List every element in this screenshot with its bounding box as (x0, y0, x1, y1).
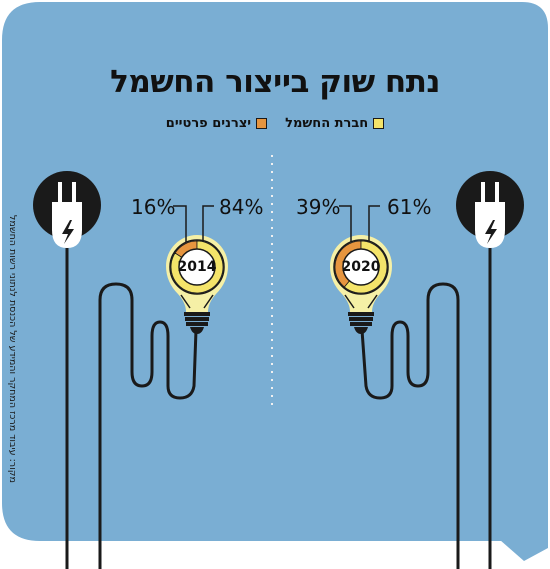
plug-right (456, 171, 524, 569)
legend-swatch-electric-company (373, 118, 385, 129)
leader-lines-2014 (173, 205, 214, 242)
donut-outline (333, 239, 389, 295)
donut-center (178, 248, 216, 286)
donut-2014 (169, 239, 225, 295)
label-2014-electric: 84% (219, 195, 264, 219)
donut-outline (169, 239, 225, 295)
year-2020: 2020 (341, 259, 381, 275)
year-2014: 2014 (177, 259, 217, 275)
legend-item-electric-company: חברת החשמל (285, 116, 385, 131)
leader-lines-2020 (339, 205, 380, 242)
label-2020-private: 39% (296, 195, 341, 219)
bubble-tail (500, 540, 524, 561)
legend-swatch-private-producers (256, 118, 268, 129)
source-text: מקור: עיבוד מרכז המחקר והמידע של הכנסת ל… (7, 215, 18, 483)
source-note: מקור: עיבוד מרכז המחקר והמידע של הכנסת ל… (6, 215, 20, 505)
label-2020-electric: 61% (387, 195, 432, 219)
plug-left (33, 171, 101, 569)
donut-center (342, 248, 380, 286)
chart-title: נתח שוק בייצור החשמל (110, 64, 440, 100)
cord-left (98, 282, 198, 569)
donut-2020 (333, 239, 389, 295)
label-2014-private: 16% (131, 195, 176, 219)
cord-right (360, 282, 460, 569)
legend-label-private-producers: יצרנים פרטיים (165, 116, 252, 131)
legend-label-electric-company: חברת החשמל (285, 116, 369, 131)
legend-item-private-producers: יצרנים פרטיים (165, 116, 268, 131)
legend: חברת החשמל יצרנים פרטיים (0, 116, 550, 131)
background-panel (2, 2, 548, 561)
